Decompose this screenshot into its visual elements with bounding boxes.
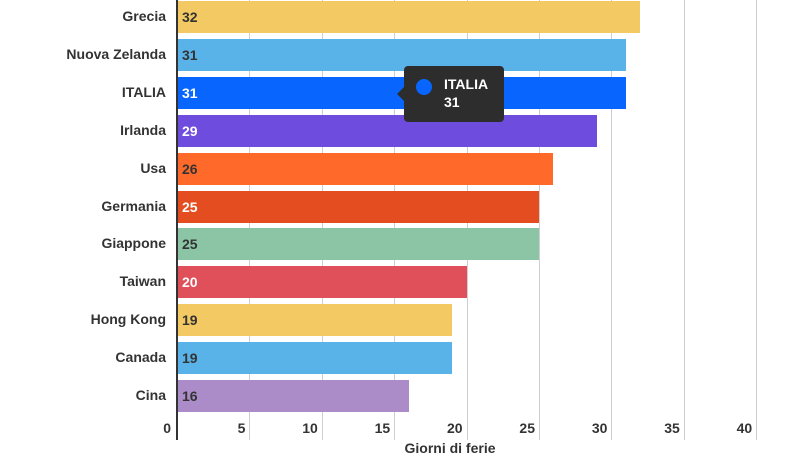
bar[interactable]: 19: [178, 304, 453, 337]
tooltip-arrow-icon: [397, 87, 404, 101]
bar-value-label: 19: [182, 312, 198, 329]
bar-value-label: 16: [182, 388, 198, 404]
bar[interactable]: 31: [178, 38, 626, 71]
x-tick-label: 5: [237, 420, 246, 436]
x-tick-label: 15: [374, 420, 391, 436]
category-label: Germania: [101, 197, 166, 214]
bar[interactable]: 26: [178, 152, 554, 185]
bar[interactable]: 20: [178, 266, 467, 299]
category-label: Cina: [135, 387, 166, 403]
category-label: Canada: [115, 349, 166, 366]
category-label: Taiwan: [119, 273, 166, 290]
x-tick-label: 30: [591, 420, 608, 436]
bar[interactable]: 25: [178, 228, 539, 261]
bar-value-label: 19: [182, 350, 198, 367]
category-label: Grecia: [122, 8, 166, 24]
x-tick-label: 0: [163, 420, 171, 436]
category-label: Hong Kong: [90, 311, 166, 328]
bar-value-label: 31: [182, 46, 198, 63]
tooltip: ITALIA 31: [397, 66, 504, 122]
category-label: Nuova Zelanda: [66, 45, 166, 62]
bar[interactable]: 29: [178, 114, 597, 147]
gridline: [539, 0, 540, 440]
bar-value-label: 25: [182, 236, 198, 253]
bar[interactable]: 25: [178, 190, 539, 223]
y-axis-line: [176, 0, 178, 440]
category-label: Usa: [140, 159, 166, 176]
gridline: [611, 0, 613, 440]
x-tick-label: 35: [664, 420, 680, 436]
x-axis-label: Giorni di ferie: [404, 440, 496, 456]
category-label: ITALIA: [121, 83, 166, 100]
category-label: Giappone: [101, 235, 166, 252]
gridline: [683, 0, 685, 440]
x-tick-label: 20: [447, 420, 463, 436]
category-label: Irlanda: [120, 121, 166, 138]
tooltip-category: ITALIA: [444, 76, 489, 92]
bar[interactable]: 16: [178, 380, 409, 412]
bar-value-label: 32: [182, 9, 198, 25]
series-color-dot-icon: [416, 79, 432, 95]
x-tick-label: 40: [736, 420, 753, 436]
bar[interactable]: 19: [178, 342, 453, 375]
bar-value-label: 31: [182, 84, 198, 101]
x-tick-label: 25: [519, 420, 535, 436]
bar-value-label: 25: [182, 198, 198, 215]
bar-value-label: 29: [182, 122, 198, 139]
tooltip-value: 31: [444, 94, 460, 110]
bar-value-label: 20: [182, 274, 198, 291]
gridline: [756, 0, 758, 440]
bar[interactable]: 32: [178, 1, 641, 33]
bar-value-label: 26: [182, 160, 198, 177]
x-tick-label: 10: [302, 420, 318, 436]
